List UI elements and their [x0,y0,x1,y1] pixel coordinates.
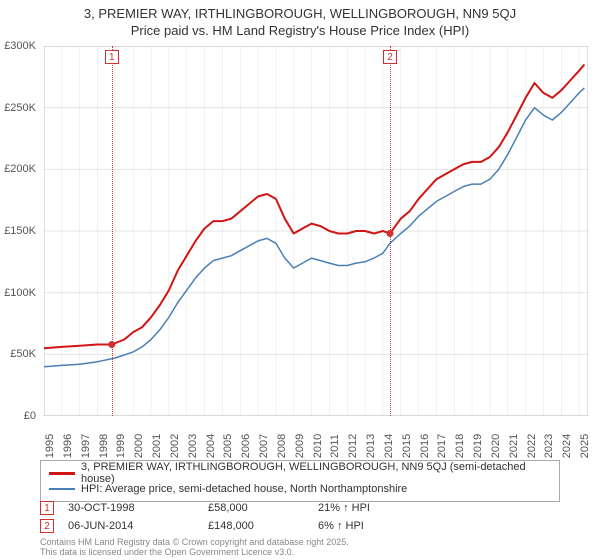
legend-label-property: 3, PREMIER WAY, IRTHLINGBOROUGH, WELLING… [81,461,551,485]
x-tick-label: 2019 [472,434,484,458]
x-tick-label: 2003 [187,434,199,458]
x-tick-label: 2021 [508,434,520,458]
footer-attribution: Contains HM Land Registry data © Crown c… [40,538,349,558]
sale-row: 1 30-OCT-1998£58,00021% ↑ HPI [40,500,428,516]
sales-list: 1 30-OCT-1998£58,00021% ↑ HPI 2 06-JUN-2014… [40,500,428,536]
x-tick-label: 2020 [490,434,502,458]
footer-line2: This data is licensed under the Open Gov… [40,548,349,558]
x-tick-label: 2011 [329,434,341,458]
sale-marker-box-1: 1 [105,50,119,64]
x-tick-label: 2018 [454,434,466,458]
y-tick-label: £300K [4,40,36,52]
sale-row: 2 06-JUN-2014£148,0006% ↑ HPI [40,518,428,534]
x-tick-label: 2024 [561,434,573,458]
x-tick-label: 2008 [276,434,288,458]
chart-container: 3, PREMIER WAY, IRTHLINGBOROUGH, WELLING… [0,0,600,560]
sale-pct-vs-hpi: 21% ↑ HPI [318,502,428,514]
y-axis-labels: £0£50K£100K£150K£200K£250K£300K [0,46,40,416]
x-tick-label: 2005 [222,434,234,458]
sale-pct-vs-hpi: 6% ↑ HPI [318,520,428,532]
x-tick-label: 2000 [133,434,145,458]
sale-marker-icon: 2 [40,519,54,533]
x-tick-label: 2007 [258,434,270,458]
y-tick-label: £0 [24,410,36,422]
x-tick-label: 2016 [419,434,431,458]
sale-marker-line-1 [112,46,113,416]
x-tick-label: 2023 [543,434,555,458]
x-tick-label: 2015 [401,434,413,458]
y-tick-label: £150K [4,225,36,237]
x-tick-label: 2004 [205,434,217,458]
x-tick-label: 2012 [347,434,359,458]
legend-swatch-hpi [49,488,75,490]
sale-marker-box-2: 2 [383,50,397,64]
x-tick-label: 1997 [80,434,92,458]
x-tick-label: 1996 [62,434,74,458]
x-tick-label: 2001 [151,434,163,458]
x-tick-label: 2006 [240,434,252,458]
x-tick-label: 2010 [312,434,324,458]
legend: 3, PREMIER WAY, IRTHLINGBOROUGH, WELLING… [40,460,560,502]
sale-date: 06-JUN-2014 [68,520,208,532]
sale-marker-line-2 [390,46,391,416]
x-tick-label: 1995 [44,434,56,458]
y-tick-label: £50K [10,348,36,360]
y-tick-label: £100K [4,287,36,299]
legend-swatch-property [49,472,75,475]
title-area: 3, PREMIER WAY, IRTHLINGBOROUGH, WELLING… [0,0,600,38]
sale-date: 30-OCT-1998 [68,502,208,514]
x-tick-label: 2025 [579,434,591,458]
x-tick-label: 2002 [169,434,181,458]
sale-marker-icon: 1 [40,501,54,515]
plot-svg [44,46,588,416]
x-tick-label: 2009 [294,434,306,458]
chart-title-address: 3, PREMIER WAY, IRTHLINGBOROUGH, WELLING… [0,6,600,21]
x-tick-label: 2017 [436,434,448,458]
chart-subtitle: Price paid vs. HM Land Registry's House … [0,23,600,38]
sale-price: £148,000 [208,520,318,532]
x-tick-label: 2022 [526,434,538,458]
x-tick-label: 2014 [383,434,395,458]
y-tick-label: £250K [4,102,36,114]
y-tick-label: £200K [4,163,36,175]
x-tick-label: 2013 [365,434,377,458]
plot-area: 12 [44,46,588,416]
sale-price: £58,000 [208,502,318,514]
legend-label-hpi: HPI: Average price, semi-detached house,… [81,483,407,495]
x-axis-labels: 1995 1996 1997 1998 1999 2000 2001 2002 2003 2004… [44,418,588,458]
legend-row-property: 3, PREMIER WAY, IRTHLINGBOROUGH, WELLING… [49,465,551,481]
x-tick-label: 1999 [115,434,127,458]
x-tick-label: 1998 [98,434,110,458]
